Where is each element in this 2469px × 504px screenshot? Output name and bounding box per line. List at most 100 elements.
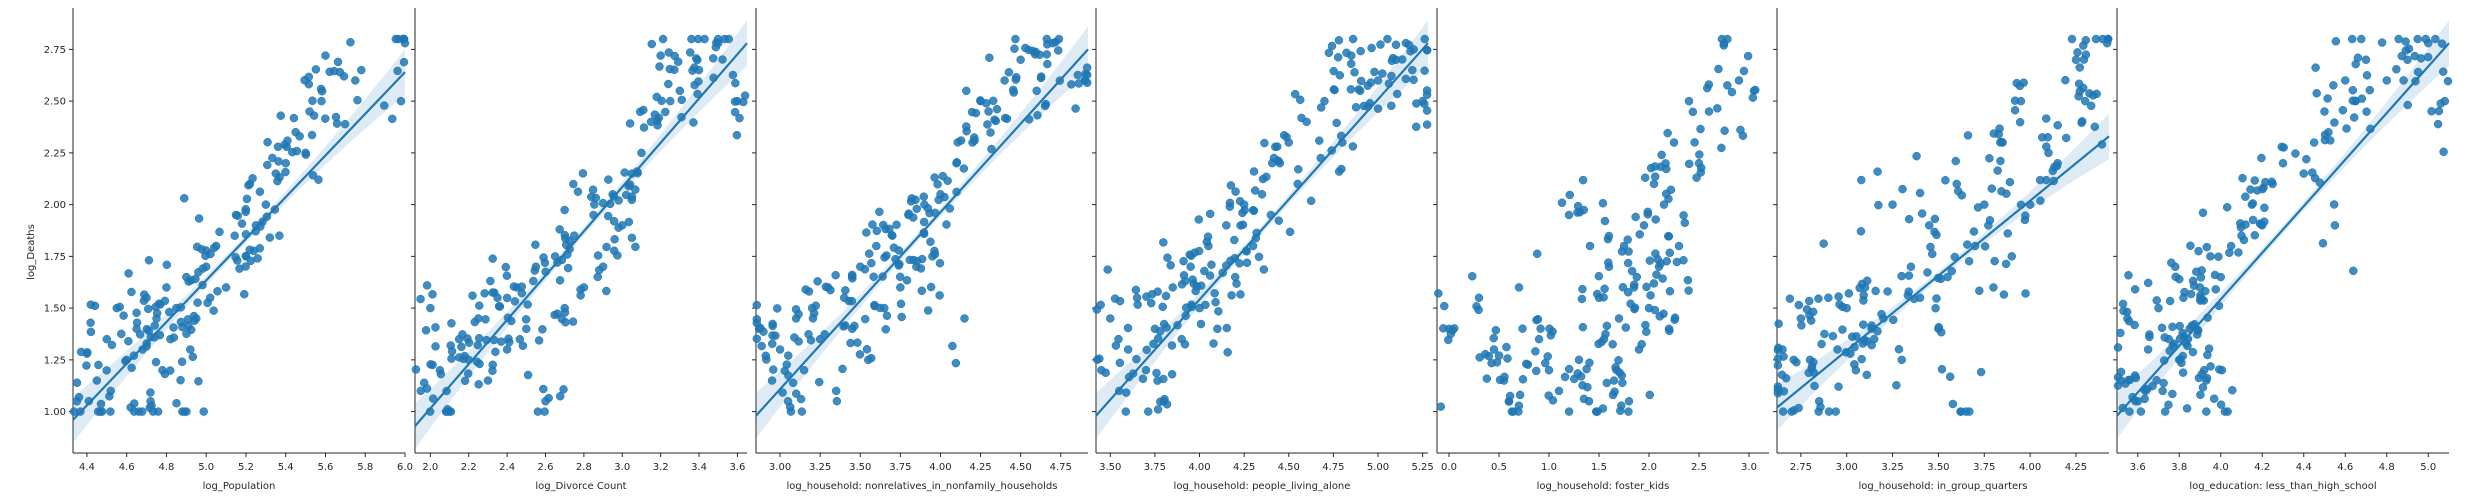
data-point: [2423, 52, 2433, 62]
data-point: [2061, 75, 2070, 85]
data-point: [1543, 352, 1552, 361]
data-point: [183, 315, 193, 324]
data-point: [1976, 367, 1986, 377]
x-tick-label: 4.4: [2296, 462, 2312, 473]
data-point: [962, 126, 971, 136]
data-point: [501, 262, 511, 272]
data-point: [188, 352, 198, 362]
data-point: [308, 96, 317, 106]
data-point: [896, 283, 905, 292]
data-point: [658, 34, 668, 44]
x-tick-label: 4.50: [1278, 462, 1300, 473]
data-point: [321, 51, 330, 60]
data-point: [785, 402, 795, 412]
data-point: [2124, 375, 2133, 385]
data-point: [488, 254, 497, 263]
data-point: [1996, 156, 2005, 166]
data-point: [1810, 381, 1819, 391]
data-point: [1696, 124, 1705, 134]
data-point: [730, 97, 740, 106]
data-point: [129, 407, 139, 416]
data-point: [106, 407, 115, 416]
data-point: [1621, 323, 1631, 332]
data-point: [213, 287, 222, 296]
data-point: [1779, 387, 1789, 396]
data-point: [431, 342, 440, 351]
data-point: [2341, 76, 2350, 85]
data-point: [273, 176, 282, 186]
data-point: [1411, 122, 1421, 132]
data-point: [1350, 68, 1359, 77]
data-point: [1947, 266, 1957, 276]
data-point: [1996, 138, 2005, 147]
data-point: [1662, 256, 1671, 266]
data-point: [2338, 105, 2348, 115]
data-point: [2404, 44, 2414, 54]
data-point: [983, 120, 992, 129]
data-point: [862, 344, 872, 354]
data-point: [1324, 48, 1334, 58]
data-point: [1200, 266, 1209, 276]
data-point: [474, 333, 484, 343]
data-point: [2223, 407, 2232, 416]
data-point: [1855, 283, 1864, 293]
data-point: [2331, 37, 2341, 46]
data-point: [1578, 381, 1587, 390]
data-point: [759, 327, 768, 336]
data-point: [1975, 286, 1984, 296]
data-point: [1518, 324, 1527, 333]
regression-line: [414, 42, 748, 427]
x-tick-label: 3.8: [2171, 462, 2187, 473]
data-point: [1404, 40, 1414, 49]
y-axis-label: log_Deaths: [26, 224, 37, 280]
data-point: [1373, 76, 1383, 85]
data-point: [261, 200, 271, 209]
data-point: [1491, 326, 1501, 335]
data-point: [2136, 407, 2146, 416]
data-point: [862, 228, 871, 237]
data-point: [728, 70, 738, 80]
data-point: [2342, 124, 2351, 133]
x-tick-label: 2.8: [576, 462, 592, 473]
data-point: [529, 276, 538, 286]
data-point: [162, 283, 171, 292]
data-point: [1446, 329, 1456, 339]
data-point: [169, 323, 178, 332]
data-point: [388, 114, 397, 124]
data-point: [550, 310, 559, 320]
data-point: [1649, 179, 1659, 189]
data-point: [794, 337, 803, 346]
data-point: [301, 150, 311, 159]
data-point: [794, 309, 803, 319]
data-point: [1877, 309, 1886, 319]
data-point: [838, 364, 847, 374]
data-point: [1031, 47, 1041, 57]
data-point: [510, 297, 520, 306]
data-point: [620, 168, 629, 177]
data-point: [2299, 169, 2308, 178]
data-point: [1602, 321, 1612, 331]
data-point: [1604, 258, 1613, 267]
data-point: [502, 345, 512, 354]
data-point: [1797, 321, 1806, 330]
data-point: [241, 207, 250, 217]
x-tick-label: 3.6: [2130, 462, 2146, 473]
data-point: [1805, 296, 1814, 306]
data-point: [2196, 390, 2205, 400]
data-point: [2217, 365, 2227, 375]
data-point: [1440, 301, 1449, 311]
data-point: [569, 179, 578, 189]
x-tick-label: 3.4: [691, 462, 707, 473]
data-point: [2325, 136, 2335, 145]
data-point: [661, 107, 670, 117]
x-tick-label: 4.8: [2379, 462, 2395, 473]
panel-2: 2.0 2.2 2.4 2.6 2.8 3.0 3.2 3.4 3.6 log_Divorce C…: [411, 8, 750, 492]
data-point: [2211, 285, 2220, 294]
data-point: [1043, 59, 1052, 69]
data-point: [700, 34, 709, 44]
data-point: [436, 369, 446, 379]
data-point: [1205, 271, 1215, 280]
data-point: [935, 291, 944, 300]
data-point: [172, 398, 181, 408]
data-point: [1329, 66, 1338, 76]
